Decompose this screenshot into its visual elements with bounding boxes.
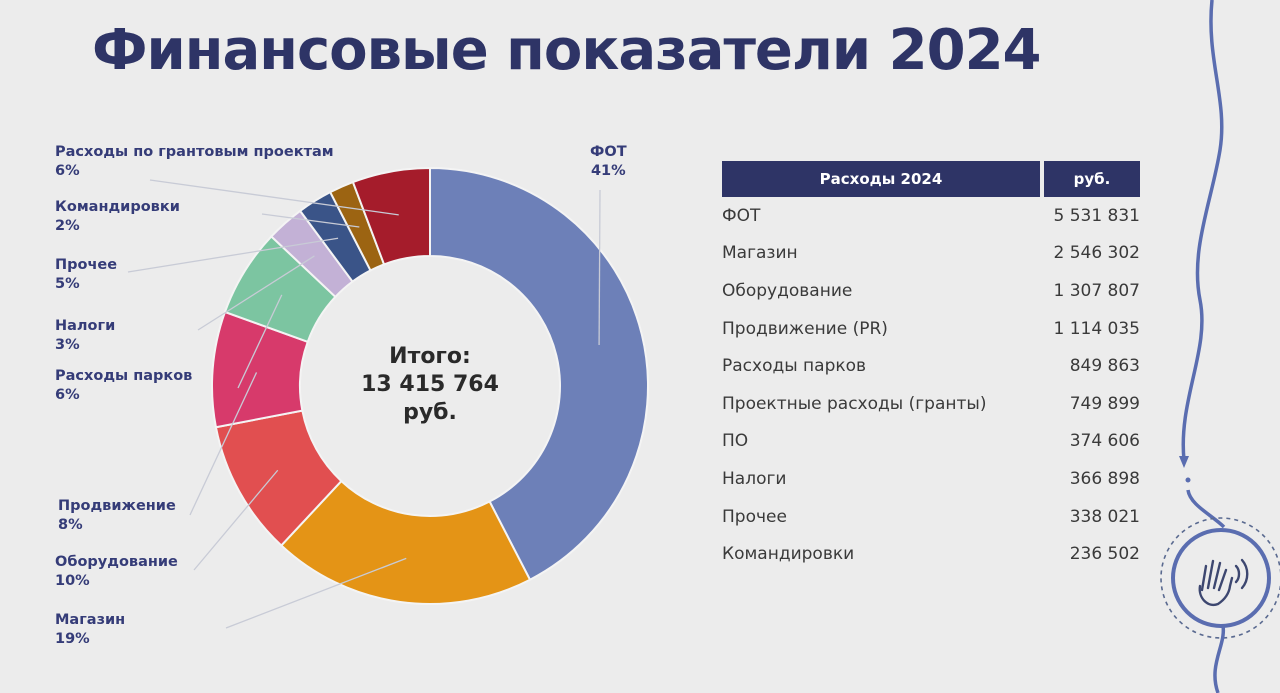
expenses-table: Расходы 2024 руб. ФОТ 5 531 831 Магазин 2 5… xyxy=(722,161,1140,573)
slice-grants xyxy=(351,166,431,266)
row-amount: 2 546 302 xyxy=(1053,243,1140,264)
leader-line-shop xyxy=(225,557,407,629)
waving-hand-icon xyxy=(1198,558,1249,607)
row-category: Проектные расходы (гранты) xyxy=(722,393,987,414)
donut-chart xyxy=(127,166,649,629)
row-amount: 236 502 xyxy=(1069,544,1140,565)
row-category: Налоги xyxy=(722,468,787,489)
leader-line-promotion xyxy=(189,372,258,516)
table-row: Расходы парков 849 863 xyxy=(722,347,1140,385)
donut-total: Итого: 13 415 764 руб. xyxy=(361,344,499,425)
table-row: Продвижение (PR) 1 114 035 xyxy=(722,310,1140,348)
row-amount: 338 021 xyxy=(1069,506,1140,527)
row-amount: 5 531 831 xyxy=(1053,205,1140,226)
row-category: Расходы парков xyxy=(722,356,867,377)
row-category: Командировки xyxy=(722,544,855,565)
row-category: ФОТ xyxy=(722,205,761,226)
table-header-row: Расходы 2024 руб. xyxy=(722,161,1140,197)
table-row: ФОТ 5 531 831 xyxy=(722,197,1140,235)
row-category: Продвижение (PR) xyxy=(722,318,888,339)
label-business-trips: Командировки 2% xyxy=(55,199,180,234)
row-amount: 374 606 xyxy=(1069,431,1140,452)
row-amount: 1 307 807 xyxy=(1053,280,1140,301)
row-amount: 849 863 xyxy=(1069,356,1140,377)
leader-line-parks xyxy=(237,294,283,389)
label-shop: Магазин 19% xyxy=(55,612,126,647)
slice-shop xyxy=(279,479,532,605)
row-amount: 749 899 xyxy=(1069,393,1140,414)
row-amount: 1 114 035 xyxy=(1053,318,1140,339)
table-row: Прочее 338 021 xyxy=(722,498,1140,536)
decorative-line xyxy=(1160,0,1280,693)
label-equipment: Оборудование 10% xyxy=(55,554,178,589)
label-other: Прочее 5% xyxy=(55,257,118,292)
leader-line-trips xyxy=(261,213,360,228)
row-amount: 366 898 xyxy=(1069,468,1140,489)
table-row: ПО 374 606 xyxy=(722,423,1140,461)
label-grant-expenses: Расходы по грантовым проектам 6% xyxy=(55,144,334,179)
table-row: Оборудование 1 307 807 xyxy=(722,272,1140,310)
leader-line-taxes xyxy=(197,255,315,331)
label-taxes: Налоги 3% xyxy=(55,318,116,353)
label-promotion: Продвижение 8% xyxy=(58,498,176,533)
slice-fot xyxy=(429,166,649,582)
row-category: ПО xyxy=(722,431,749,452)
table-row: Налоги 366 898 xyxy=(722,460,1140,498)
label-payroll: ФОТ 41% xyxy=(590,144,627,179)
label-park-expenses: Расходы парков 6% xyxy=(55,368,193,403)
leader-line-grants xyxy=(149,179,399,216)
row-category: Прочее xyxy=(722,506,787,527)
table-header-category: Расходы 2024 xyxy=(722,161,1042,197)
leader-line-other xyxy=(127,237,339,273)
table-row: Командировки 236 502 xyxy=(722,535,1140,573)
leader-line-fot xyxy=(598,189,601,345)
row-category: Оборудование xyxy=(722,280,853,301)
table-row: Магазин 2 546 302 xyxy=(722,235,1140,273)
table-header-amount: руб. xyxy=(1040,161,1140,197)
page-title: Финансовые показатели 2024 xyxy=(92,18,1042,83)
row-category: Магазин xyxy=(722,243,798,264)
leader-line-equipment xyxy=(193,469,279,571)
table-row: Проектные расходы (гранты) 749 899 xyxy=(722,385,1140,423)
